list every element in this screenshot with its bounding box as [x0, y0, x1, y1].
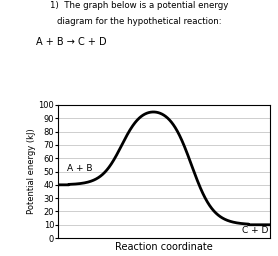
Text: diagram for the hypothetical reaction:: diagram for the hypothetical reaction:	[57, 17, 221, 26]
Text: A + B: A + B	[67, 164, 92, 173]
Text: A + B → C + D: A + B → C + D	[36, 37, 107, 47]
Text: C + D: C + D	[242, 226, 269, 235]
Y-axis label: Potential energy (kJ): Potential energy (kJ)	[27, 129, 36, 214]
X-axis label: Reaction coordinate: Reaction coordinate	[115, 242, 213, 252]
Text: 1)  The graph below is a potential energy: 1) The graph below is a potential energy	[50, 1, 228, 10]
